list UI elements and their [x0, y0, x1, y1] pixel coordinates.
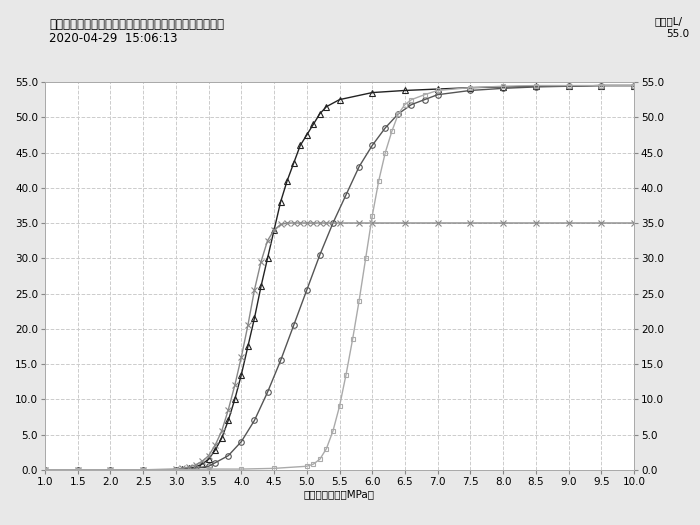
Text: 2020-04-29  15:06:13: 2020-04-29 15:06:13 [49, 32, 178, 45]
Text: 流速（L/: 流速（L/ [654, 16, 682, 26]
Text: パイロット圧・押さえ圧・流量特性計測（立上り特性）: パイロット圧・押さえ圧・流量特性計測（立上り特性） [49, 18, 224, 31]
Text: 55.0: 55.0 [666, 29, 690, 39]
X-axis label: パイロット圧（MPa）: パイロット圧（MPa） [304, 489, 375, 499]
